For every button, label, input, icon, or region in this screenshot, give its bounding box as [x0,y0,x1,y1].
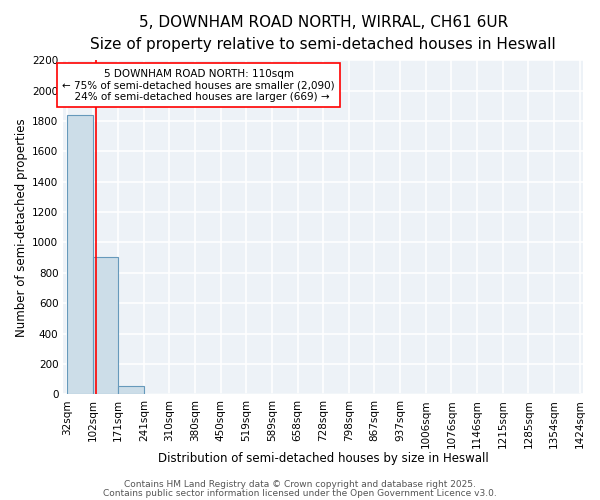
Bar [67,115,93,394]
Title: 5, DOWNHAM ROAD NORTH, WIRRAL, CH61 6UR
Size of property relative to semi-detach: 5, DOWNHAM ROAD NORTH, WIRRAL, CH61 6UR … [91,15,556,52]
Text: Contains HM Land Registry data © Crown copyright and database right 2025.: Contains HM Land Registry data © Crown c… [124,480,476,489]
Text: 5 DOWNHAM ROAD NORTH: 110sqm
← 75% of semi-detached houses are smaller (2,090)
 : 5 DOWNHAM ROAD NORTH: 110sqm ← 75% of se… [62,68,335,102]
X-axis label: Distribution of semi-detached houses by size in Heswall: Distribution of semi-detached houses by … [158,452,488,465]
Bar [118,386,144,394]
Bar [93,257,118,394]
Y-axis label: Number of semi-detached properties: Number of semi-detached properties [15,118,28,336]
Text: Contains public sector information licensed under the Open Government Licence v3: Contains public sector information licen… [103,488,497,498]
